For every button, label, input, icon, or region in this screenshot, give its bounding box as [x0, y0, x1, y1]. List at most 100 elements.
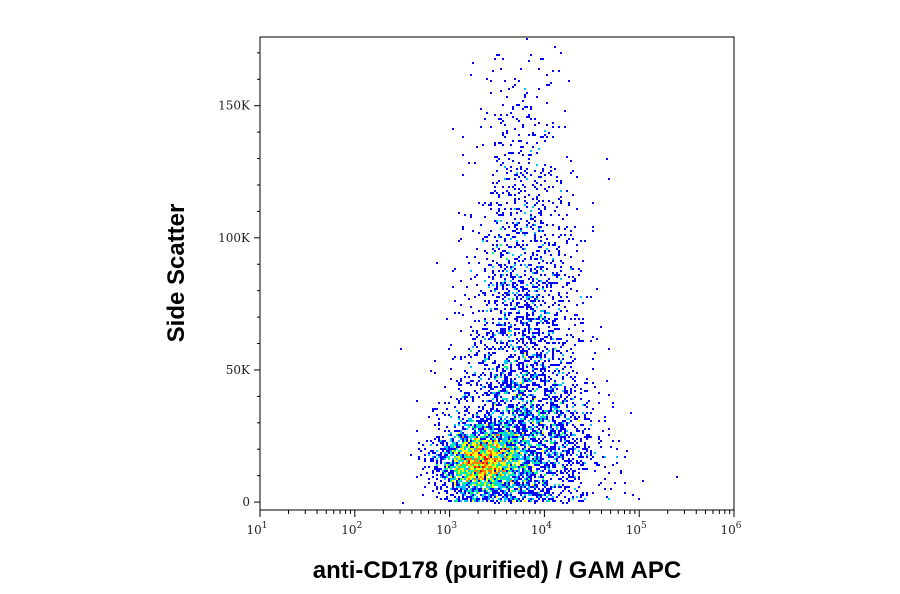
data-point: [470, 496, 472, 498]
data-point: [488, 464, 490, 466]
data-point: [498, 382, 500, 384]
data-point: [498, 438, 500, 440]
data-point: [446, 426, 448, 428]
data-point: [522, 466, 524, 468]
data-point: [558, 384, 560, 386]
data-point: [466, 456, 468, 458]
data-point: [514, 452, 516, 454]
data-point: [538, 330, 540, 332]
data-point: [528, 304, 530, 306]
data-point: [566, 284, 568, 286]
data-point: [492, 446, 494, 448]
data-point: [552, 330, 554, 332]
data-point: [534, 430, 536, 432]
data-point: [446, 486, 448, 488]
data-point: [516, 382, 518, 384]
data-point: [486, 472, 488, 474]
data-point: [522, 482, 524, 484]
data-point: [524, 418, 526, 420]
data-point: [542, 488, 544, 490]
data-point: [508, 152, 510, 154]
data-point: [554, 398, 556, 400]
data-point: [518, 260, 520, 262]
data-point: [564, 432, 566, 434]
data-point: [536, 196, 538, 198]
data-point: [454, 488, 456, 490]
data-point: [450, 448, 452, 450]
data-point: [494, 470, 496, 472]
data-point: [518, 244, 520, 246]
data-point: [522, 458, 524, 460]
data-point: [560, 424, 562, 426]
data-point: [504, 312, 506, 314]
data-point: [504, 154, 506, 156]
data-point: [542, 374, 544, 376]
data-point: [524, 358, 526, 360]
data-point: [458, 432, 460, 434]
data-point: [478, 380, 480, 382]
data-point: [516, 450, 518, 452]
data-point: [492, 454, 494, 456]
data-point: [492, 284, 494, 286]
data-point: [492, 272, 494, 274]
data-point: [428, 466, 430, 468]
data-point: [544, 498, 546, 500]
data-point: [482, 488, 484, 490]
data-point: [496, 386, 498, 388]
data-point: [540, 416, 542, 418]
data-point: [504, 402, 506, 404]
data-point: [544, 412, 546, 414]
data-point: [556, 442, 558, 444]
data-point: [464, 488, 466, 490]
data-point: [468, 376, 470, 378]
data-point: [476, 490, 478, 492]
data-point: [500, 256, 502, 258]
data-point: [574, 396, 576, 398]
data-point: [446, 492, 448, 494]
data-point: [492, 362, 494, 364]
data-point: [496, 434, 498, 436]
data-point: [524, 500, 526, 502]
data-point: [432, 410, 434, 412]
data-point: [462, 454, 464, 456]
data-point: [580, 460, 582, 462]
data-point: [548, 332, 550, 334]
data-point: [638, 498, 640, 500]
data-point: [522, 440, 524, 442]
data-point: [562, 400, 564, 402]
data-point: [554, 342, 556, 344]
data-point: [516, 488, 518, 490]
data-point: [440, 474, 442, 476]
data-point: [466, 438, 468, 440]
data-point: [490, 454, 492, 456]
data-point: [558, 304, 560, 306]
data-point: [488, 412, 490, 414]
data-point: [514, 488, 516, 490]
data-point: [500, 486, 502, 488]
data-point: [492, 434, 494, 436]
data-point: [504, 464, 506, 466]
data-point: [466, 454, 468, 456]
data-point: [536, 470, 538, 472]
data-point: [502, 120, 504, 122]
data-point: [556, 460, 558, 462]
data-point: [440, 486, 442, 488]
data-point: [434, 468, 436, 470]
data-point: [546, 286, 548, 288]
data-point: [474, 374, 476, 376]
data-point: [502, 430, 504, 432]
data-point: [610, 488, 612, 490]
data-point: [484, 428, 486, 430]
data-point: [482, 310, 484, 312]
data-point: [436, 488, 438, 490]
data-point: [512, 186, 514, 188]
data-point: [512, 106, 514, 108]
data-point: [476, 330, 478, 332]
data-point: [564, 306, 566, 308]
data-point: [502, 454, 504, 456]
data-point: [530, 108, 532, 110]
data-point: [558, 228, 560, 230]
data-point: [490, 308, 492, 310]
data-point: [474, 162, 476, 164]
